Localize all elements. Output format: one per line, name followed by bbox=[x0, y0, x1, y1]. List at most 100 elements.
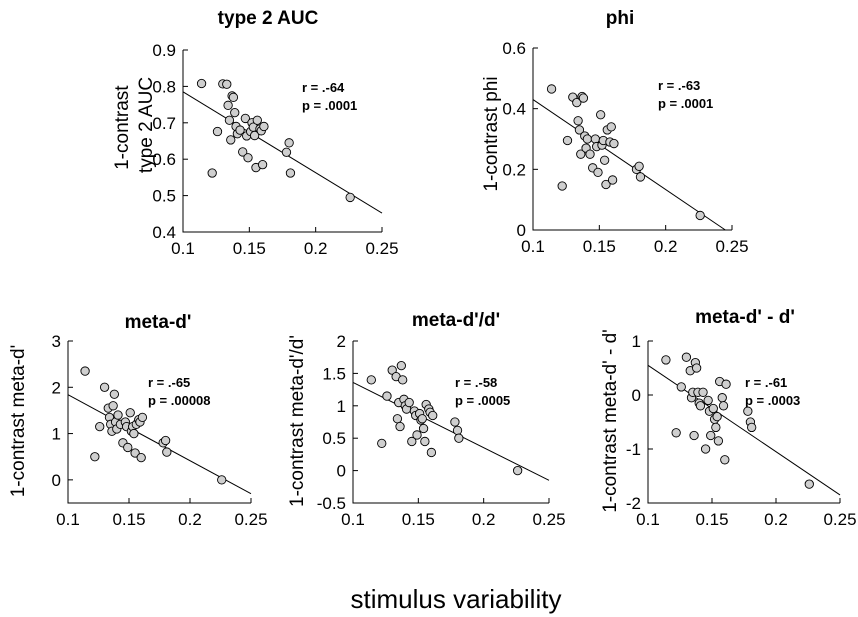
data-point bbox=[572, 97, 582, 108]
data-point bbox=[113, 410, 123, 420]
data-point bbox=[576, 149, 586, 159]
data-point bbox=[582, 134, 593, 144]
y-axis-label: 1-contrast meta-d' - d' bbox=[600, 329, 621, 513]
data-point bbox=[396, 360, 406, 371]
x-tick-label: 0.15 bbox=[583, 237, 616, 256]
data-point bbox=[130, 448, 140, 458]
y-tick-label: 0.5 bbox=[152, 187, 176, 206]
data-point bbox=[691, 363, 702, 373]
data-point bbox=[257, 160, 268, 170]
data-point bbox=[407, 436, 417, 447]
data-point bbox=[706, 430, 716, 441]
data-point bbox=[123, 442, 133, 453]
data-point bbox=[743, 406, 753, 416]
data-point bbox=[720, 455, 730, 465]
shared-x-axis-label: stimulus variability bbox=[351, 584, 562, 614]
x-tick-label: 0.25 bbox=[532, 510, 565, 529]
data-point bbox=[238, 147, 248, 157]
data-point bbox=[417, 414, 427, 424]
data-point bbox=[136, 452, 146, 463]
data-point bbox=[345, 192, 355, 203]
data-point bbox=[681, 352, 692, 362]
data-point bbox=[412, 430, 422, 440]
data-point bbox=[585, 149, 595, 159]
data-point bbox=[392, 414, 403, 424]
data-point bbox=[606, 122, 616, 132]
data-point bbox=[226, 135, 236, 145]
data-point bbox=[747, 422, 757, 433]
data-point bbox=[718, 401, 729, 411]
correlation-p: p = .00008 bbox=[148, 393, 211, 408]
data-point bbox=[593, 167, 603, 178]
x-tick-label: 0.15 bbox=[112, 510, 145, 529]
x-tick-label: 0.25 bbox=[234, 510, 267, 529]
data-point bbox=[689, 430, 699, 441]
data-point bbox=[695, 401, 706, 411]
data-point bbox=[99, 382, 110, 392]
x-tick-label: 0.2 bbox=[472, 510, 496, 529]
data-point bbox=[240, 113, 251, 124]
data-point bbox=[252, 115, 262, 125]
regression-line bbox=[532, 99, 726, 231]
data-point bbox=[398, 375, 408, 385]
panel-title: meta-d'/d' bbox=[412, 310, 500, 331]
scatter-panel-meta-d: meta-d' 1-contrast meta-d' 0.1 0.15 0.2 0.2… bbox=[8, 312, 268, 529]
correlation-r: r = .-65 bbox=[148, 375, 190, 390]
data-point bbox=[224, 115, 235, 125]
y-tick-label: 0 bbox=[632, 386, 641, 405]
y-axis-label: 1-contrast type 2 AUC bbox=[112, 77, 157, 173]
data-point bbox=[222, 79, 232, 89]
data-point bbox=[708, 403, 718, 414]
y-tick-label: 0.6 bbox=[502, 39, 526, 58]
y-tick-label: 1 bbox=[52, 425, 61, 444]
y-tick-label: 0.2 bbox=[502, 160, 526, 179]
y-tick-label: 0.6 bbox=[152, 150, 176, 169]
y-tick-label: 0.5 bbox=[322, 429, 346, 448]
y-tick-label: 1.5 bbox=[322, 364, 346, 383]
data-point bbox=[160, 435, 171, 446]
x-tick-label: 0.15 bbox=[402, 510, 435, 529]
regression-line bbox=[352, 382, 550, 481]
y-tick-label: 3 bbox=[52, 332, 61, 351]
data-point bbox=[546, 84, 557, 94]
data-point bbox=[249, 130, 260, 141]
data-point bbox=[404, 397, 414, 408]
data-point bbox=[217, 475, 227, 485]
data-point bbox=[109, 389, 120, 399]
data-point bbox=[703, 395, 713, 406]
x-tick-label: 0.1 bbox=[56, 510, 80, 529]
y-tick-label: -1 bbox=[626, 440, 641, 459]
y-tick-label: -2 bbox=[626, 494, 641, 513]
data-point bbox=[162, 447, 172, 457]
data-point bbox=[711, 422, 721, 433]
data-point bbox=[426, 447, 437, 458]
data-point bbox=[557, 181, 567, 191]
data-point bbox=[609, 138, 619, 149]
data-point bbox=[452, 425, 463, 436]
data-point bbox=[578, 93, 589, 103]
data-point bbox=[512, 465, 523, 476]
data-point bbox=[635, 172, 646, 182]
data-point bbox=[661, 355, 671, 365]
y-tick-label: 0 bbox=[52, 471, 61, 490]
y-tick-label: 0.9 bbox=[152, 41, 176, 60]
x-tick-label: 0.1 bbox=[341, 510, 365, 529]
correlation-r: r = .-64 bbox=[302, 80, 345, 95]
data-point bbox=[212, 126, 223, 137]
scatter-panel-meta-d-ratio: meta-d'/d' 1-contrast meta-d'/d' 0.1 0.15… bbox=[287, 310, 566, 529]
data-point bbox=[90, 452, 100, 462]
y-tick-label: 0.4 bbox=[152, 223, 176, 242]
x-tick-label: 0.1 bbox=[521, 237, 545, 256]
data-point bbox=[607, 175, 618, 185]
axes-frame bbox=[532, 48, 732, 231]
x-tick-label: 0.25 bbox=[823, 510, 856, 529]
x-tick-label: 0.2 bbox=[654, 237, 678, 256]
scatter-panel-meta-d-difference: meta-d' - d' 1-contrast meta-d' - d' 0.1… bbox=[600, 307, 857, 529]
correlation-p: p = .0001 bbox=[302, 98, 357, 113]
data-point bbox=[377, 438, 387, 449]
data-point bbox=[420, 436, 430, 447]
data-point bbox=[95, 421, 105, 432]
y-tick-label: 1 bbox=[632, 332, 641, 351]
data-point bbox=[207, 168, 217, 178]
